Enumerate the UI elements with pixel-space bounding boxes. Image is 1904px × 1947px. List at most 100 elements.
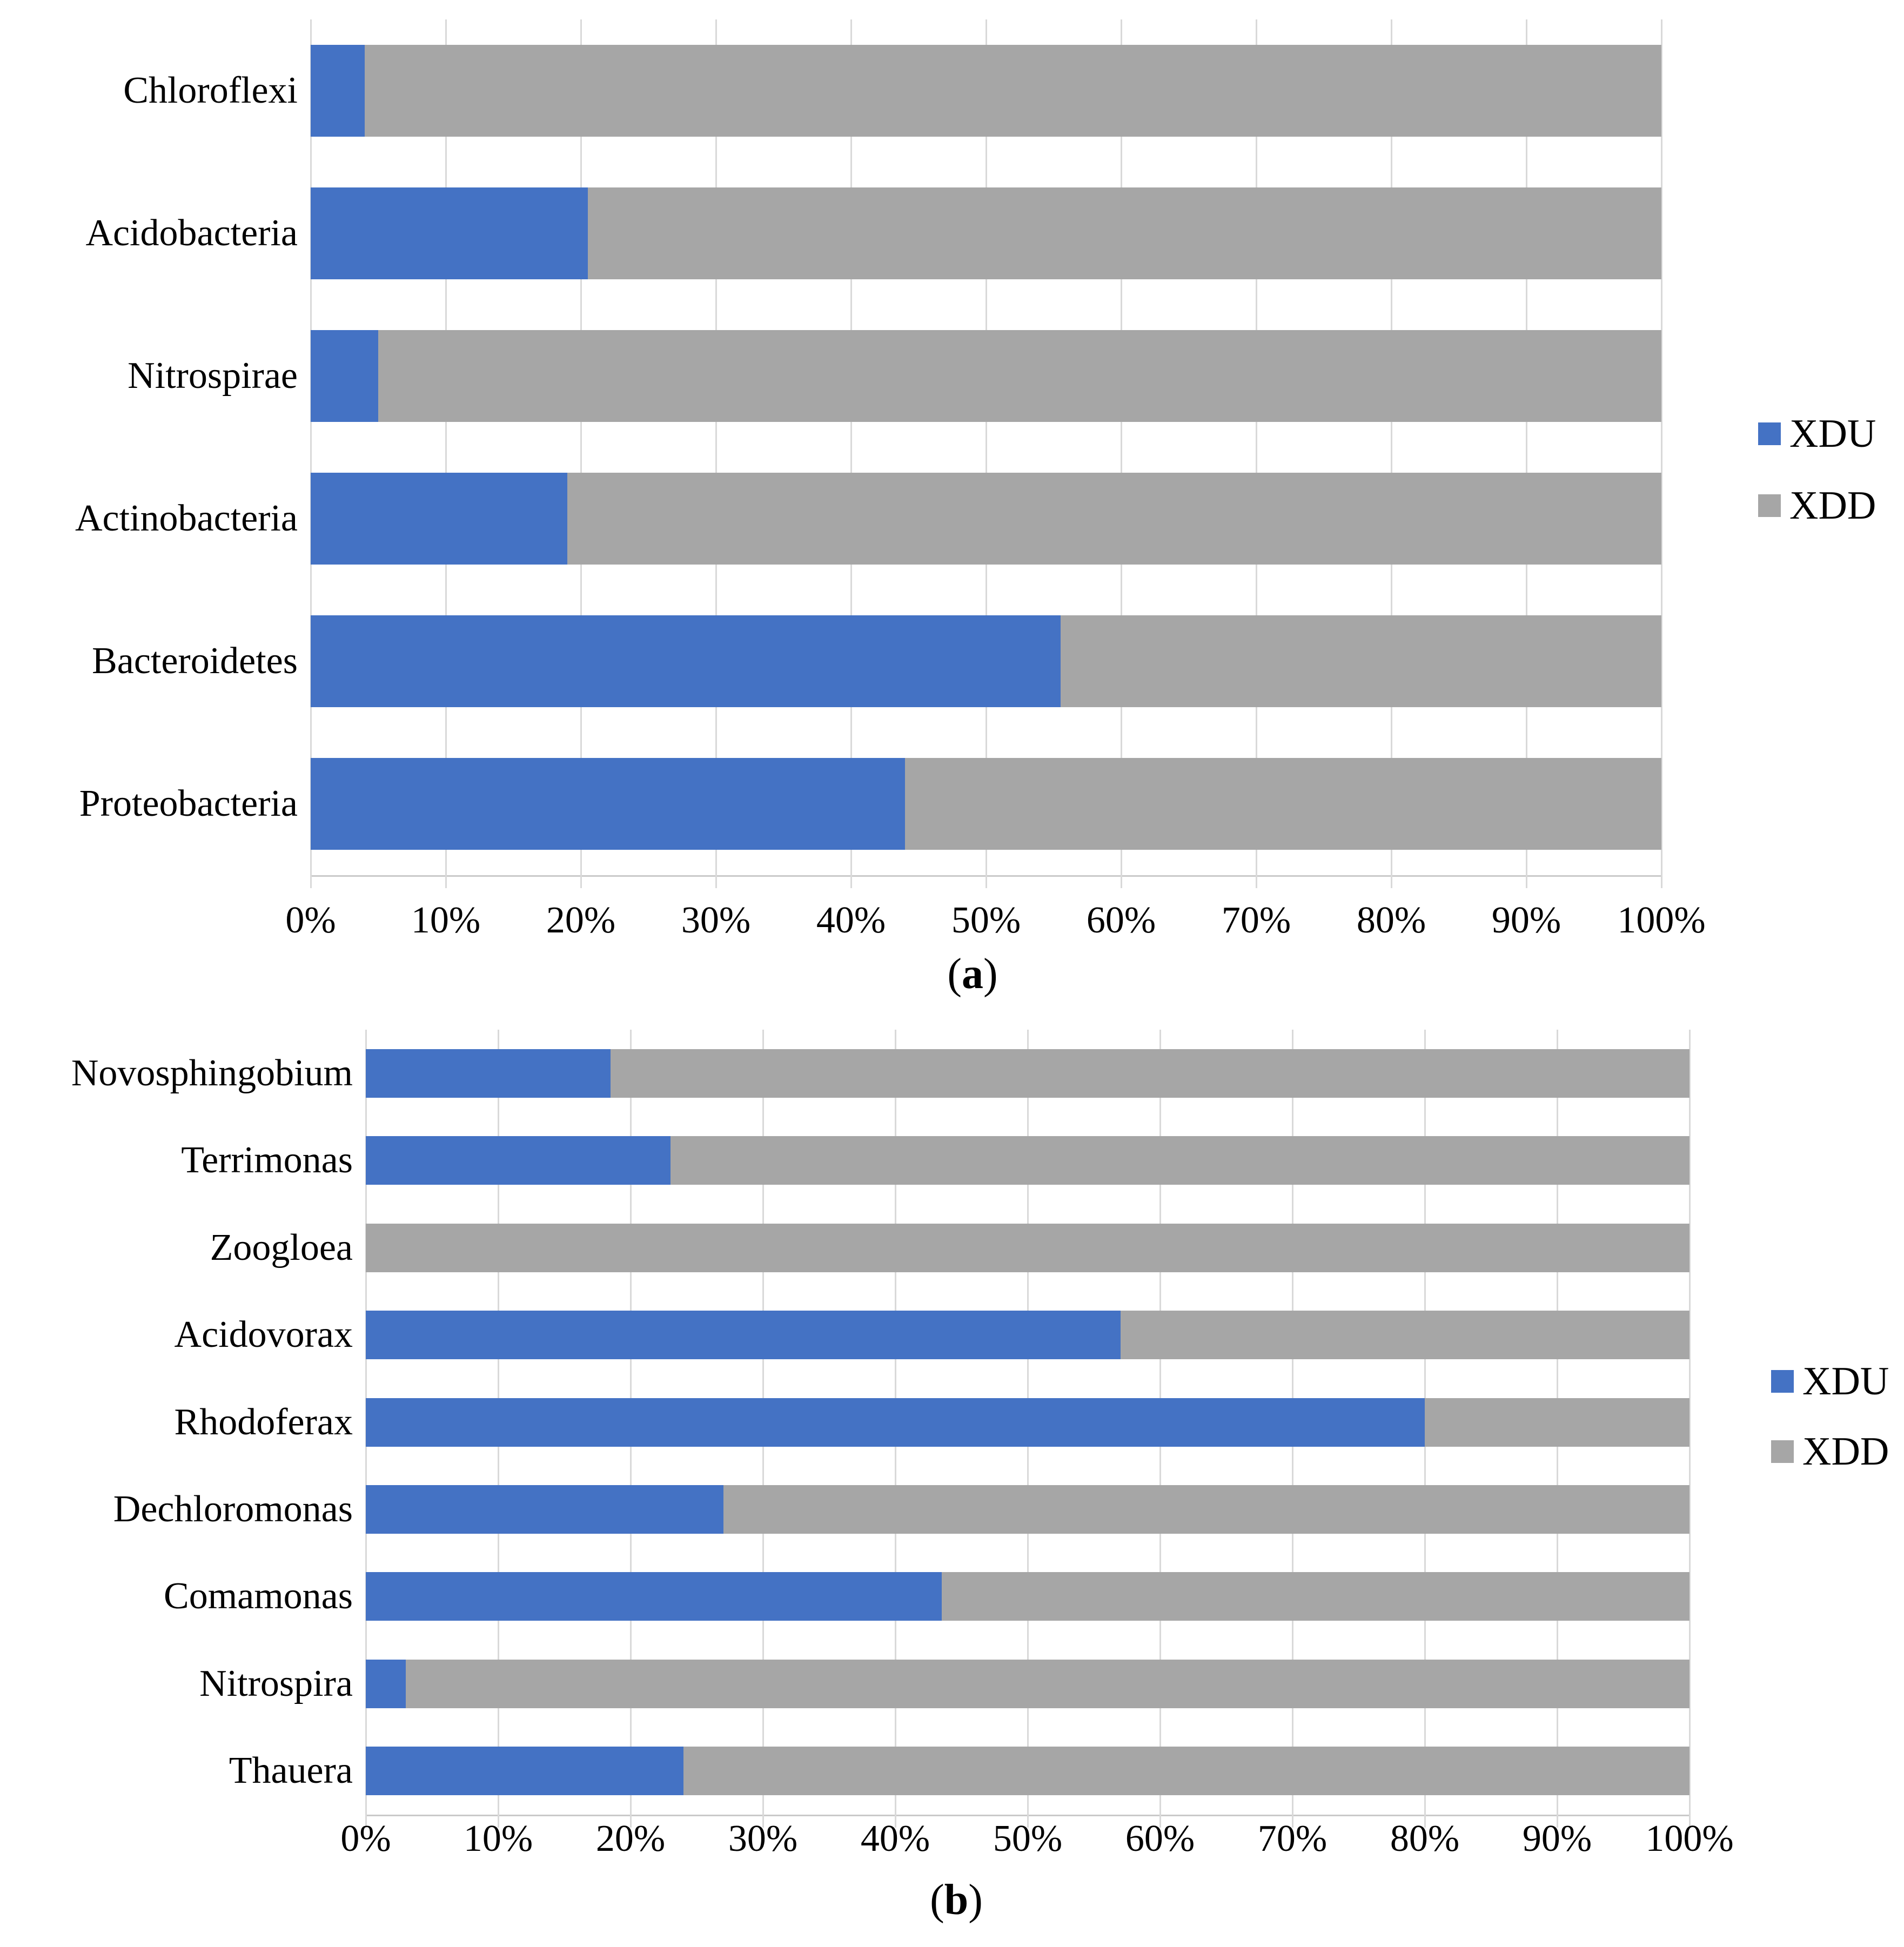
caption-a-letter: a	[962, 950, 983, 998]
gridline	[1526, 19, 1527, 875]
bar-row	[311, 473, 1661, 565]
caption-b-letter: b	[944, 1876, 969, 1924]
x-axis-tick-label: 50%	[993, 1818, 1063, 1859]
bar-segment-xdd	[587, 187, 1661, 279]
xdd-legend-label: XDD	[1802, 1429, 1889, 1474]
bar-row	[366, 1747, 1690, 1795]
bar-segment-xdd	[378, 330, 1661, 422]
xdd-legend-swatch-icon	[1771, 1440, 1794, 1463]
chart-a-caption: (a)	[864, 949, 1081, 999]
axis-tick	[850, 875, 852, 888]
bar-row	[311, 330, 1661, 422]
caption-b-paren-open: (	[930, 1876, 944, 1924]
x-axis-tick-label: 40%	[816, 899, 886, 941]
bar-row	[366, 1572, 1690, 1621]
bar-segment-xdd	[683, 1747, 1690, 1795]
bar-segment-xdu	[311, 473, 567, 565]
x-axis-tick-label: 60%	[1086, 899, 1156, 941]
bar-segment-xdd	[1060, 615, 1661, 707]
bar-segment-xdu	[366, 1311, 1121, 1359]
gridline	[445, 19, 447, 875]
bar-row	[311, 615, 1661, 707]
category-label: Nitrospirae	[128, 355, 298, 397]
x-axis-tick-label: 40%	[860, 1818, 930, 1859]
gridline	[580, 19, 582, 875]
bar-row	[366, 1660, 1690, 1708]
bar-segment-xdd	[366, 1224, 1690, 1272]
bar-row	[311, 45, 1661, 137]
axis-tick	[1027, 1815, 1029, 1828]
bar-segment-xdd	[611, 1049, 1690, 1098]
x-axis-tick-label: 80%	[1356, 899, 1426, 941]
bar-segment-xdd	[405, 1660, 1690, 1708]
chart-a-legend-item-xdd: XDD	[1758, 484, 1876, 528]
category-label: Acidovorax	[174, 1314, 353, 1355]
gridline	[310, 19, 312, 875]
axis-tick	[1256, 875, 1257, 888]
bar-segment-xdu	[366, 1049, 611, 1098]
gridline	[1689, 1030, 1691, 1815]
axis-tick	[1159, 1815, 1161, 1828]
axis-tick	[498, 1815, 499, 1828]
gridline	[850, 19, 852, 875]
bar-row	[366, 1485, 1690, 1534]
chart-b-plot	[365, 1030, 1691, 1828]
gridline	[715, 19, 717, 875]
bar-segment-xdd	[1425, 1398, 1690, 1447]
bar-segment-xdu	[311, 45, 365, 137]
category-label: Rhodoferax	[174, 1401, 353, 1443]
bar-row	[366, 1049, 1690, 1098]
x-axis-tick-label: 50%	[951, 899, 1021, 941]
gridline	[1391, 19, 1392, 875]
caption-a-paren-open: (	[947, 950, 962, 998]
bar-row	[366, 1311, 1690, 1359]
bar-segment-xdu	[366, 1572, 942, 1621]
x-axis-tick-label: 70%	[1257, 1818, 1328, 1859]
axis-tick	[630, 1815, 632, 1828]
gridline	[985, 19, 987, 875]
caption-b-paren-close: )	[968, 1876, 983, 1924]
chart-b-legend-item-xdd: XDD	[1771, 1429, 1889, 1474]
xdu-legend-swatch-icon	[1758, 422, 1781, 445]
x-axis-tick-label: 30%	[728, 1818, 798, 1859]
axis-tick	[895, 1815, 896, 1828]
axis-tick	[1391, 875, 1392, 888]
category-label: Comamonas	[164, 1575, 353, 1617]
x-axis-tick-label: 30%	[681, 899, 751, 941]
xdu-legend-swatch-icon	[1771, 1370, 1794, 1393]
bar-segment-xdu	[311, 758, 905, 850]
x-axis-tick-label: 90%	[1522, 1818, 1592, 1859]
category-label: Bacteroidetes	[92, 640, 298, 682]
bar-segment-xdu	[311, 330, 378, 422]
bar-row	[311, 758, 1661, 850]
axis-tick	[1689, 1815, 1691, 1828]
axis-tick	[580, 875, 582, 888]
bar-segment-xdd	[723, 1485, 1690, 1534]
xdd-legend-label: XDD	[1789, 484, 1876, 528]
x-axis-tick-label: 90%	[1491, 899, 1561, 941]
x-axis-tick-label: 70%	[1221, 899, 1291, 941]
bar-segment-xdd	[670, 1136, 1690, 1185]
gridline	[1121, 19, 1122, 875]
x-axis-tick-label: 0%	[340, 1818, 391, 1859]
x-axis-tick-label: 80%	[1390, 1818, 1460, 1859]
bar-row	[366, 1398, 1690, 1447]
chart-a-plot	[310, 19, 1662, 888]
axis-tick	[365, 1815, 367, 1828]
x-axis-tick-label: 20%	[546, 899, 616, 941]
bar-segment-xdd	[1120, 1311, 1690, 1359]
x-axis-tick-label: 100%	[1645, 1818, 1734, 1859]
axis-tick	[985, 875, 987, 888]
x-axis-tick-label: 0%	[285, 899, 336, 941]
category-label: Acidobacteria	[85, 212, 298, 254]
xdu-legend-label: XDU	[1789, 412, 1876, 456]
bar-segment-xdu	[311, 187, 588, 279]
bar-segment-xdu	[366, 1485, 723, 1534]
bar-row	[311, 187, 1661, 279]
axis-tick	[762, 1815, 764, 1828]
x-axis-tick-label: 60%	[1125, 1818, 1195, 1859]
chart-b-legend-item-xdu: XDU	[1771, 1361, 1889, 1401]
bar-segment-xdd	[905, 758, 1661, 850]
axis-tick	[310, 875, 312, 888]
bar-segment-xdu	[311, 615, 1061, 707]
